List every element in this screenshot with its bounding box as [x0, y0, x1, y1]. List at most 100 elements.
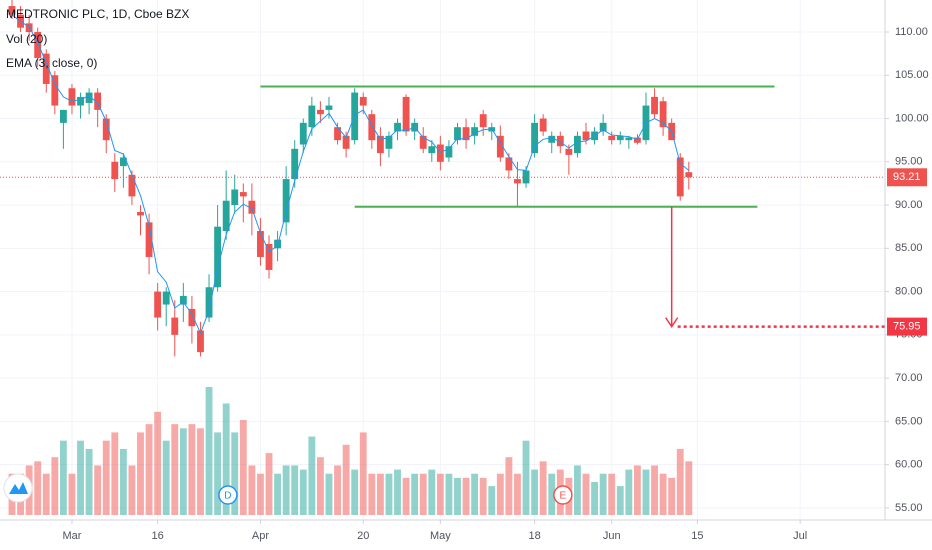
- candle-body: [214, 226, 222, 288]
- volume-bar: [488, 486, 496, 515]
- target-label: 75.95: [893, 321, 921, 333]
- candle-body: [394, 122, 401, 132]
- volume-bar: [257, 473, 264, 515]
- y-tick-label: 95.00: [895, 156, 923, 168]
- candle-body: [102, 118, 110, 141]
- candle-body: [145, 222, 153, 257]
- candle-body: [171, 317, 179, 335]
- candle-body: [59, 109, 67, 123]
- volume-bar: [471, 473, 479, 515]
- candle-body: [231, 189, 239, 206]
- volume-bar: [214, 432, 222, 515]
- volume-bar: [248, 465, 256, 515]
- volume-bar: [582, 473, 590, 515]
- volume-bar: [651, 465, 658, 515]
- volume-bar: [197, 428, 204, 515]
- candle-body: [308, 105, 316, 128]
- volume-bar: [179, 428, 187, 515]
- candle-body: [119, 157, 127, 167]
- candle-body: [428, 146, 436, 154]
- volume-bar: [676, 448, 684, 515]
- candle-body: [42, 53, 50, 84]
- volume-bar: [685, 461, 693, 515]
- x-tick-label: 20: [357, 530, 369, 542]
- candle-body: [599, 122, 607, 132]
- volume-bar: [514, 473, 521, 515]
- y-tick-label: 105.00: [895, 69, 929, 81]
- projection-arrowhead: [665, 317, 679, 328]
- candle-body: [651, 96, 658, 115]
- candle-body: [368, 114, 376, 141]
- candle-body: [436, 144, 444, 162]
- volume-bar: [154, 411, 162, 515]
- y-tick-label: 110.00: [895, 26, 928, 38]
- candle-body: [685, 172, 693, 178]
- candle-body: [8, 6, 16, 15]
- candle-body: [608, 135, 616, 141]
- volume-bar: [274, 473, 282, 515]
- volume-bar: [402, 477, 410, 515]
- volume-bar: [668, 477, 676, 515]
- candle-body: [188, 308, 196, 327]
- volume-bar: [102, 440, 110, 515]
- candle-body: [334, 127, 341, 141]
- candle-body: [359, 96, 367, 106]
- volume-bar: [334, 465, 341, 515]
- volume-bar: [77, 440, 84, 515]
- volume-bar: [34, 461, 42, 515]
- event-badge: [218, 485, 238, 505]
- volume-bar: [522, 440, 530, 515]
- candle-body: [299, 122, 307, 145]
- x-tick-label: Jul: [793, 530, 807, 542]
- ema-line: [11, 14, 690, 335]
- volume-bar: [359, 432, 367, 515]
- x-tick-label: Apr: [252, 530, 269, 542]
- candle-body: [385, 135, 393, 149]
- candle-body: [531, 122, 539, 154]
- last-price-badge: [887, 168, 927, 187]
- y-tick-label: 90.00: [895, 199, 923, 211]
- volume-bar: [188, 424, 196, 515]
- volume-bar: [205, 387, 213, 515]
- candle-body: [633, 137, 641, 143]
- legend-title: MEDTRONIC PLC, 1D, Cboe BZX: [6, 7, 189, 21]
- volume-bar: [42, 473, 50, 515]
- candle-body: [574, 135, 581, 154]
- volume-bar: [608, 473, 616, 515]
- volume-bar: [642, 469, 650, 515]
- volume-bar: [265, 453, 273, 515]
- event-label: D: [224, 491, 231, 502]
- candle-body: [548, 135, 556, 143]
- candle-body: [514, 179, 521, 184]
- volume-bar: [616, 486, 624, 515]
- volume-bar: [479, 477, 487, 515]
- volume-bar: [531, 469, 539, 515]
- volume-bar: [128, 465, 136, 515]
- candle-body: [505, 157, 513, 171]
- volume-bar: [308, 436, 316, 515]
- candle-body: [265, 243, 273, 270]
- candle-body: [676, 157, 684, 197]
- candle-body: [616, 135, 624, 141]
- candle-body: [85, 92, 93, 103]
- axes: 55.0060.0065.0070.0075.0080.0085.0090.00…: [62, 26, 928, 542]
- candle-body: [342, 135, 350, 149]
- logo-circle: [3, 473, 33, 503]
- x-tick-label: 16: [152, 530, 164, 542]
- volume-bar: [94, 465, 102, 515]
- candle-body: [128, 174, 136, 197]
- volume-bar: [625, 469, 633, 515]
- legend-ema: EMA (3, close, 0): [6, 56, 97, 70]
- candle-body: [257, 231, 264, 257]
- volume-bar: [239, 420, 247, 515]
- volume-bar: [505, 457, 513, 515]
- volume-bar: [291, 465, 299, 515]
- candle-body: [445, 146, 453, 158]
- volume-bar: [394, 469, 401, 515]
- candles: [8, 0, 693, 357]
- candle-body: [325, 105, 333, 110]
- candle-body: [248, 200, 256, 214]
- candle-body: [111, 161, 119, 180]
- volume-bar: [282, 465, 290, 515]
- candle-body: [179, 295, 187, 305]
